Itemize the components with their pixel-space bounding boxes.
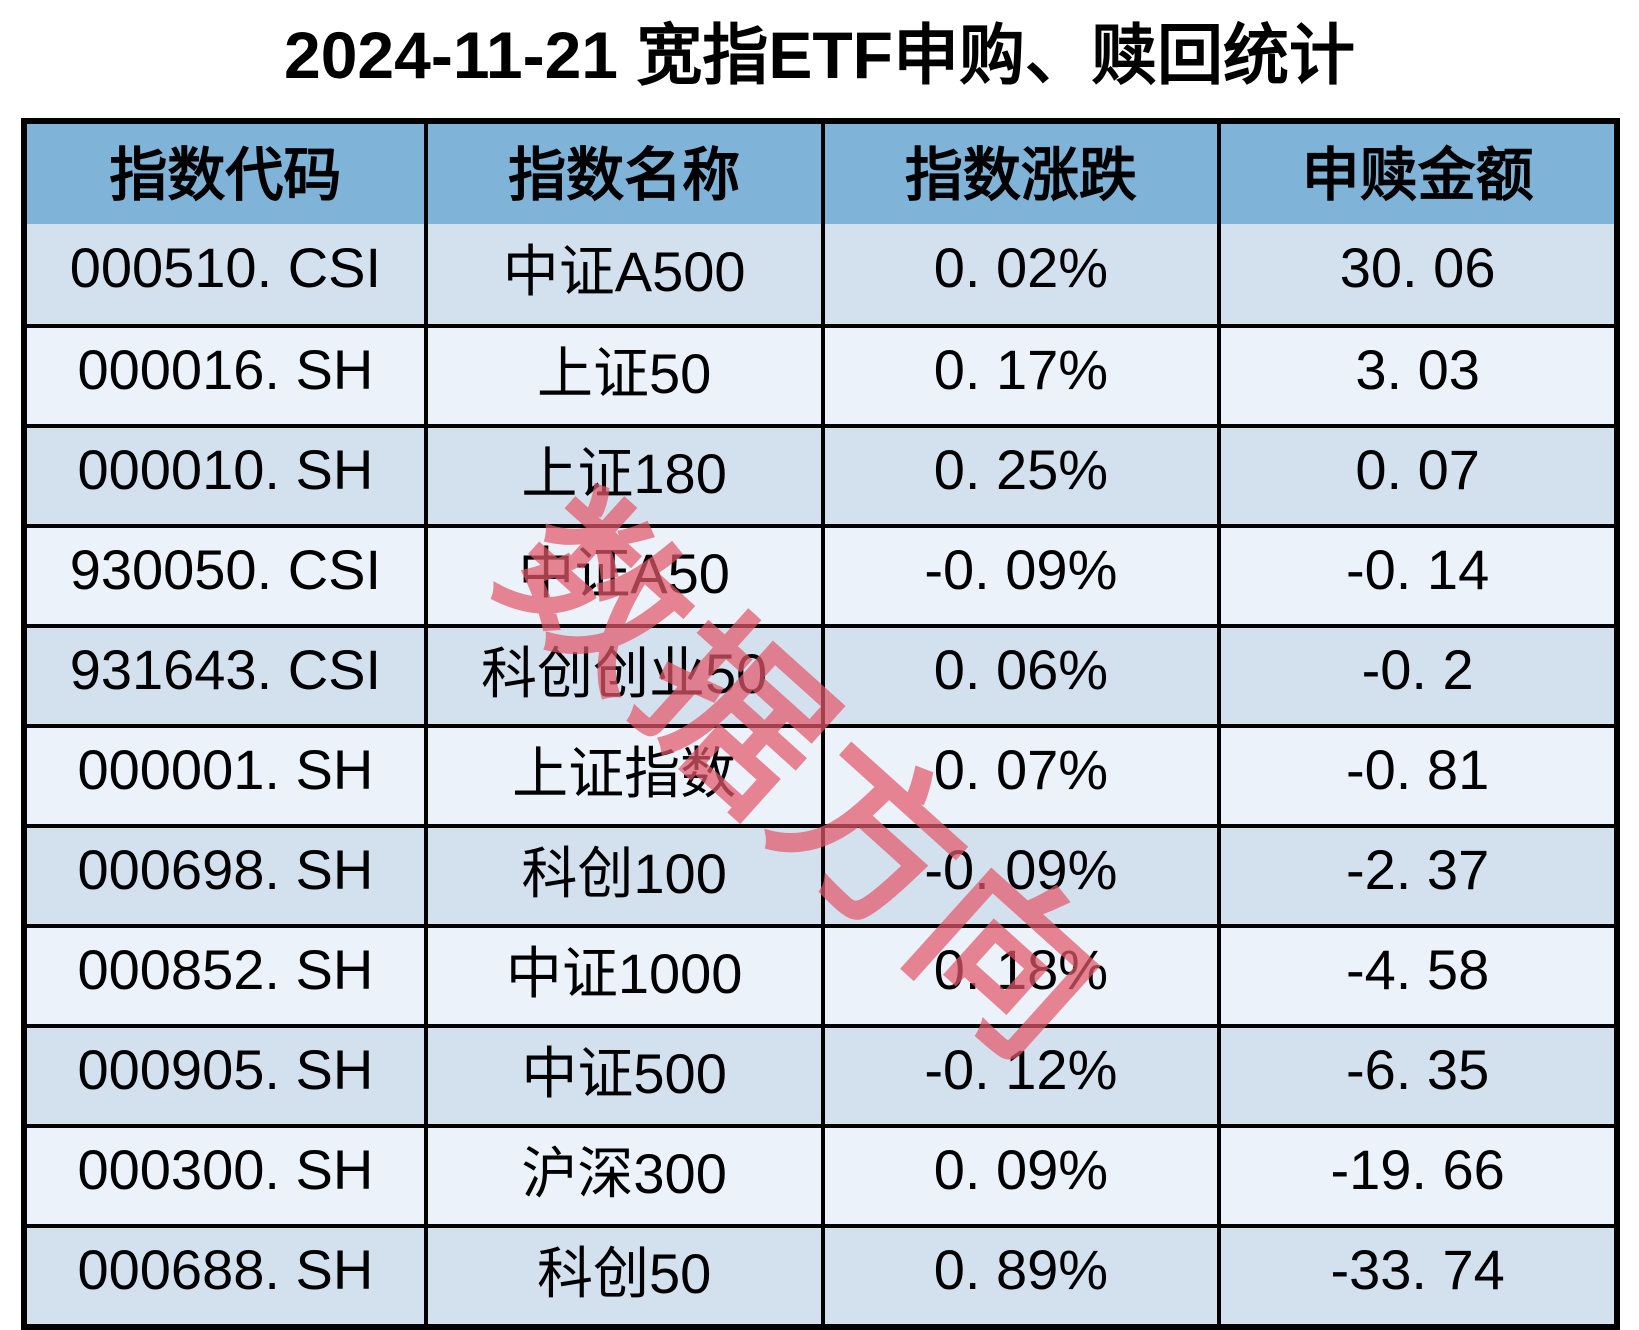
cell-index-name: 中证A50 [423, 528, 821, 624]
table-body: 000510. CSI 中证A500 0. 02% 30. 06 000016.… [27, 224, 1614, 1324]
cell-index-name: 中证1000 [423, 928, 821, 1024]
cell-index-code: 000300. SH [27, 1128, 424, 1224]
cell-index-name: 科创100 [423, 828, 821, 924]
cell-index-change: 0. 25% [820, 428, 1218, 524]
table-row: 000688. SH 科创50 0. 89% -33. 74 [27, 1224, 1614, 1324]
cell-amount: -0. 14 [1217, 528, 1614, 624]
table-row: 000010. SH 上证180 0. 25% 0. 07 [27, 424, 1614, 524]
cell-amount: -33. 74 [1217, 1228, 1614, 1324]
cell-index-code: 000688. SH [27, 1228, 424, 1324]
header-index-name: 指数名称 [423, 124, 821, 224]
table-row: 000300. SH 沪深300 0. 09% -19. 66 [27, 1124, 1614, 1224]
table-row: 930050. CSI 中证A50 -0. 09% -0. 14 [27, 524, 1614, 624]
cell-index-change: -0. 09% [820, 528, 1218, 624]
cell-index-name: 上证指数 [423, 728, 821, 824]
cell-amount: 0. 07 [1217, 428, 1614, 524]
cell-amount: 3. 03 [1217, 328, 1614, 424]
cell-index-code: 931643. CSI [27, 628, 424, 724]
cell-index-change: -0. 12% [820, 1028, 1218, 1124]
cell-amount: -4. 58 [1217, 928, 1614, 1024]
cell-index-change: 0. 07% [820, 728, 1218, 824]
header-amount: 申赎金额 [1217, 124, 1614, 224]
cell-index-code: 000001. SH [27, 728, 424, 824]
cell-index-name: 科创创业50 [423, 628, 821, 724]
cell-index-code: 000510. CSI [27, 224, 424, 324]
cell-index-code: 000852. SH [27, 928, 424, 1024]
table-row: 000016. SH 上证50 0. 17% 3. 03 [27, 324, 1614, 424]
cell-amount: -6. 35 [1217, 1028, 1614, 1124]
cell-index-code: 000698. SH [27, 828, 424, 924]
cell-index-change: 0. 17% [820, 328, 1218, 424]
cell-index-name: 沪深300 [423, 1128, 821, 1224]
cell-index-code: 000010. SH [27, 428, 424, 524]
header-index-change: 指数涨跌 [820, 124, 1218, 224]
header-index-code: 指数代码 [27, 124, 424, 224]
cell-index-name: 中证A500 [423, 224, 821, 324]
table-row: 000510. CSI 中证A500 0. 02% 30. 06 [27, 224, 1614, 324]
cell-index-code: 930050. CSI [27, 528, 424, 624]
table-header-row: 指数代码 指数名称 指数涨跌 申赎金额 [27, 124, 1614, 224]
cell-index-code: 000016. SH [27, 328, 424, 424]
table-row: 000852. SH 中证1000 0. 18% -4. 58 [27, 924, 1614, 1024]
cell-amount: -0. 2 [1217, 628, 1614, 724]
cell-index-change: -0. 09% [820, 828, 1218, 924]
cell-index-change: 0. 18% [820, 928, 1218, 1024]
page-title: 2024-11-21 宽指ETF申购、赎回统计 [284, 18, 1355, 92]
cell-index-code: 000905. SH [27, 1028, 424, 1124]
cell-amount: -2. 37 [1217, 828, 1614, 924]
table-row: 000698. SH 科创100 -0. 09% -2. 37 [27, 824, 1614, 924]
table-row: 000001. SH 上证指数 0. 07% -0. 81 [27, 724, 1614, 824]
cell-index-name: 上证50 [423, 328, 821, 424]
cell-index-name: 上证180 [423, 428, 821, 524]
cell-amount: -0. 81 [1217, 728, 1614, 824]
cell-amount: -19. 66 [1217, 1128, 1614, 1224]
cell-amount: 30. 06 [1217, 224, 1614, 324]
table-row: 000905. SH 中证500 -0. 12% -6. 35 [27, 1024, 1614, 1124]
cell-index-change: 0. 02% [820, 224, 1218, 324]
cell-index-change: 0. 06% [820, 628, 1218, 724]
cell-index-change: 0. 89% [820, 1228, 1218, 1324]
cell-index-change: 0. 09% [820, 1128, 1218, 1224]
cell-index-name: 中证500 [423, 1028, 821, 1124]
table-row: 931643. CSI 科创创业50 0. 06% -0. 2 [27, 624, 1614, 724]
etf-stats-table: 指数代码 指数名称 指数涨跌 申赎金额 000510. CSI 中证A500 0… [21, 118, 1620, 1330]
cell-index-name: 科创50 [423, 1228, 821, 1324]
